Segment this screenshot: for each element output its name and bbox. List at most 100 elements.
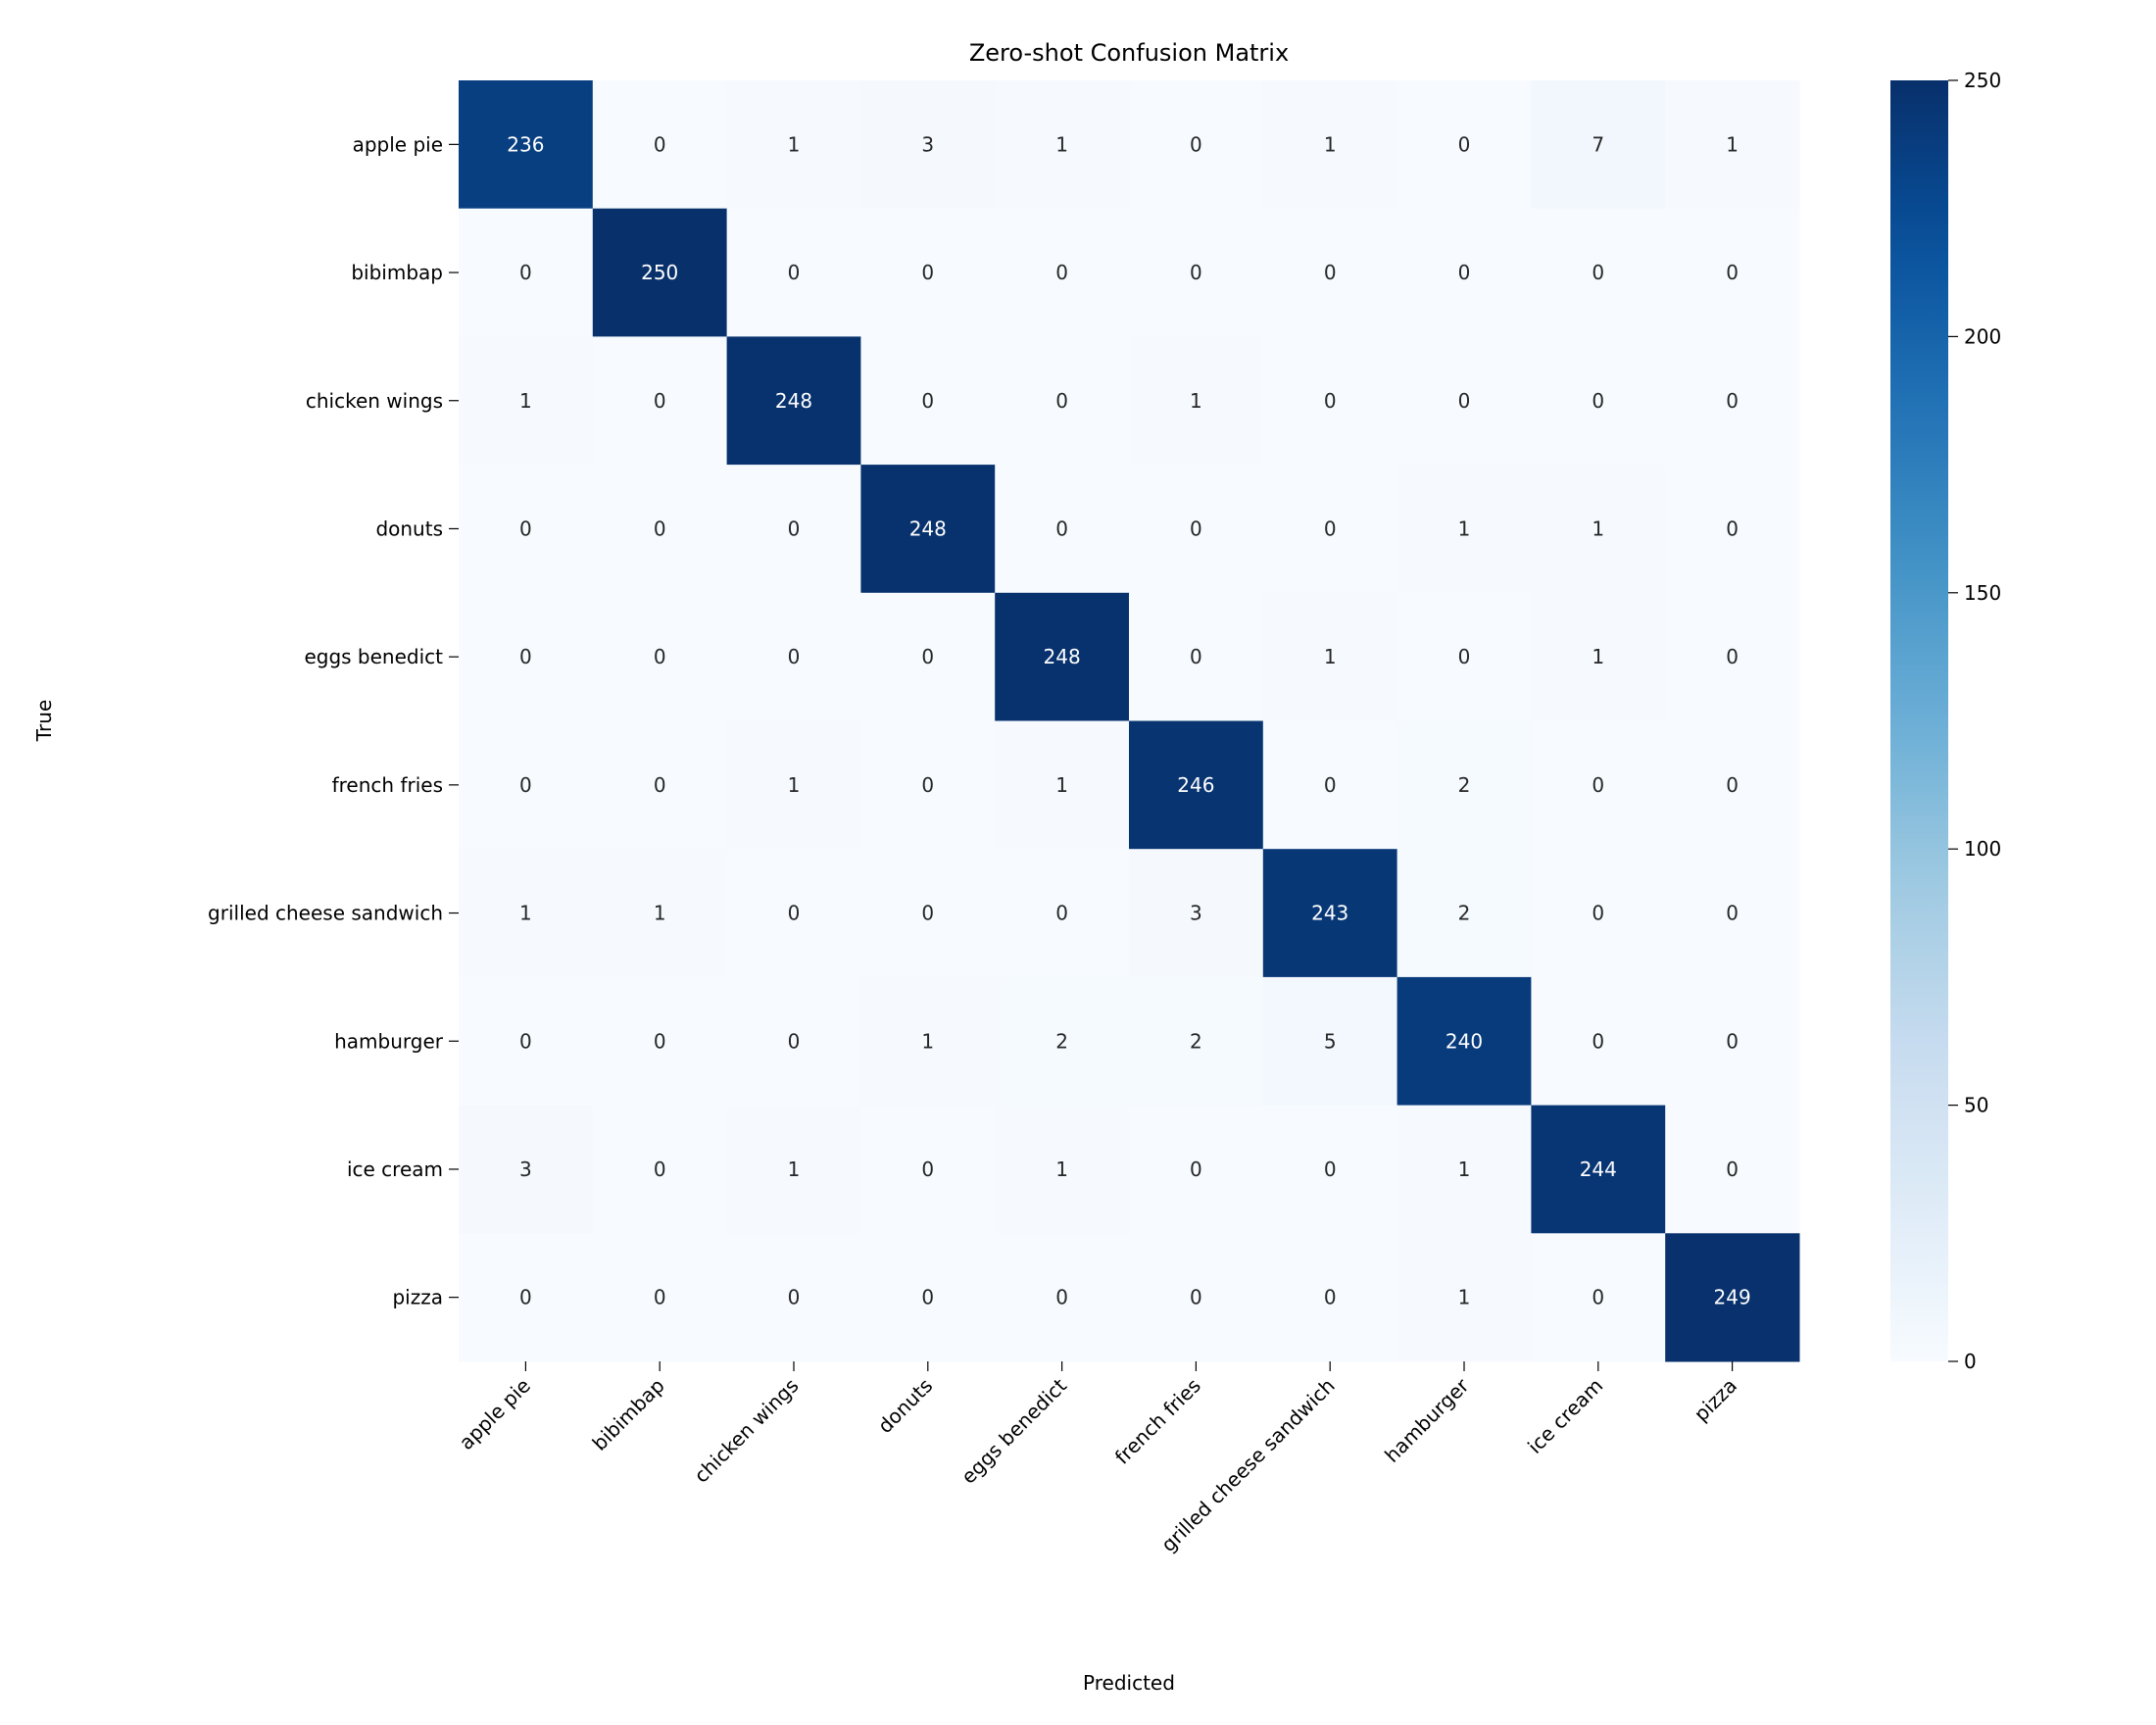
heatmap-cell xyxy=(1129,208,1264,337)
heatmap-cell xyxy=(995,720,1130,850)
cell-value: 0 xyxy=(1458,132,1471,156)
cell-value: 0 xyxy=(1190,1286,1202,1309)
heatmap-cell xyxy=(1129,849,1264,978)
heatmap-cell xyxy=(459,208,594,337)
cell-value: 0 xyxy=(921,261,934,284)
heatmap-cell xyxy=(1262,465,1398,594)
heatmap-cell xyxy=(1665,208,1800,337)
heatmap-cell xyxy=(592,336,728,466)
cell-value: 0 xyxy=(1592,389,1604,413)
cell-value: 0 xyxy=(1726,1158,1739,1181)
heatmap-cell xyxy=(726,592,861,721)
heatmap-cell xyxy=(860,720,996,850)
colorbar-tick-label: 0 xyxy=(1964,1350,1977,1373)
cell-value: 0 xyxy=(1726,261,1739,284)
heatmap-cell xyxy=(1396,976,1532,1107)
heatmap-cell xyxy=(1665,80,1800,210)
x-axis-ticks: apple pie bibimbap chicken wings donuts eggs… xyxy=(455,1361,1741,1556)
x-tick-label: ice cream xyxy=(1523,1374,1607,1458)
y-axis-label: True xyxy=(32,700,56,742)
cell-value: 1 xyxy=(1458,1158,1471,1181)
heatmap-cell xyxy=(1396,1233,1532,1362)
heatmap-cell xyxy=(726,208,861,337)
heatmap-cell xyxy=(1129,976,1264,1107)
heatmap-cell xyxy=(860,208,996,337)
heatmap-cell xyxy=(459,592,594,721)
heatmap-cell xyxy=(1396,465,1532,594)
cell-value: 0 xyxy=(1592,1286,1604,1309)
cell-value: 3 xyxy=(1190,902,1202,925)
cell-value: 0 xyxy=(1190,645,1202,668)
heatmap-cell xyxy=(1129,1233,1264,1362)
cell-value: 0 xyxy=(1726,645,1739,668)
cell-value: 1 xyxy=(1324,645,1337,668)
cell-value: 0 xyxy=(519,773,532,797)
y-tick-label: pizza xyxy=(392,1286,443,1309)
heatmap-cell xyxy=(592,465,728,594)
cell-value: 2 xyxy=(1055,1029,1068,1053)
heatmap-cell xyxy=(860,592,996,721)
cell-value: 1 xyxy=(1055,132,1068,156)
cell-value: 0 xyxy=(1726,902,1739,925)
cell-value: 0 xyxy=(788,902,801,925)
cell-value: 1 xyxy=(1592,517,1604,540)
heatmap-cell xyxy=(1665,849,1800,978)
heatmap-cell xyxy=(1262,976,1398,1107)
y-tick-label: grilled cheese sandwich xyxy=(208,902,443,925)
cell-value: 0 xyxy=(1458,645,1471,668)
heatmap-cell xyxy=(860,849,996,978)
cell-value: 0 xyxy=(921,1158,934,1181)
heatmap-cell xyxy=(1665,720,1800,850)
cell-value: 0 xyxy=(1190,517,1202,540)
cell-value: 1 xyxy=(654,902,666,925)
heatmap-cell xyxy=(592,208,728,337)
heatmap-cell xyxy=(1262,1105,1398,1234)
heatmap-cell xyxy=(459,849,594,978)
heatmap-cell xyxy=(995,1105,1130,1234)
cell-value: 3 xyxy=(519,1158,532,1181)
heatmap-cells: 236 0 1 3 1 0 1 0 7 10 250 0 0 0 0 0 0 0 01 0 248 0 0 1 0 0 0 00 0 0 2… xyxy=(459,80,1800,1362)
heatmap-cell xyxy=(1531,1105,1666,1234)
chart-title: Zero-shot Confusion Matrix xyxy=(969,39,1289,67)
cell-value: 1 xyxy=(788,773,801,797)
cell-value: 1 xyxy=(921,1029,934,1053)
cell-value: 0 xyxy=(1055,1286,1068,1309)
cell-value: 0 xyxy=(1324,1158,1337,1181)
y-tick-label: french fries xyxy=(332,773,443,797)
x-axis-label: Predicted xyxy=(1083,1671,1175,1695)
heatmap-cell xyxy=(1129,465,1264,594)
heatmap-cell xyxy=(1396,592,1532,721)
cell-value: 0 xyxy=(1592,902,1604,925)
heatmap-cell xyxy=(1665,336,1800,466)
heatmap-cell xyxy=(1531,849,1666,978)
heatmap-cell xyxy=(860,976,996,1107)
y-tick-label: donuts xyxy=(375,517,443,540)
heatmap-cell xyxy=(726,849,861,978)
cell-value: 0 xyxy=(519,517,532,540)
cell-value: 0 xyxy=(921,389,934,413)
heatmap-cell xyxy=(860,465,996,594)
heatmap-cell xyxy=(860,80,996,210)
heatmap-cell xyxy=(1262,80,1398,210)
heatmap-cell xyxy=(459,720,594,850)
heatmap-cell xyxy=(1665,592,1800,721)
cell-value: 240 xyxy=(1446,1029,1483,1053)
cell-value: 1 xyxy=(1592,645,1604,668)
heatmap-cell xyxy=(1665,1105,1800,1234)
cell-value: 2 xyxy=(1458,773,1471,797)
colorbar-tick-label: 50 xyxy=(1964,1094,1988,1117)
heatmap-cell xyxy=(592,1233,728,1362)
heatmap-cell xyxy=(726,1105,861,1234)
cell-value: 0 xyxy=(1592,773,1604,797)
cell-value: 5 xyxy=(1324,1029,1337,1053)
cell-value: 0 xyxy=(654,132,666,156)
cell-value: 236 xyxy=(507,132,544,156)
cell-value: 0 xyxy=(654,1286,666,1309)
cell-value: 0 xyxy=(1055,517,1068,540)
cell-value: 0 xyxy=(654,773,666,797)
colorbar-ticks: 0 50 100 150 200 250 xyxy=(1948,69,2001,1373)
cell-value: 248 xyxy=(1044,645,1081,668)
cell-value: 0 xyxy=(788,645,801,668)
y-tick-label: apple pie xyxy=(353,132,443,156)
heatmap-cell xyxy=(1531,1233,1666,1362)
